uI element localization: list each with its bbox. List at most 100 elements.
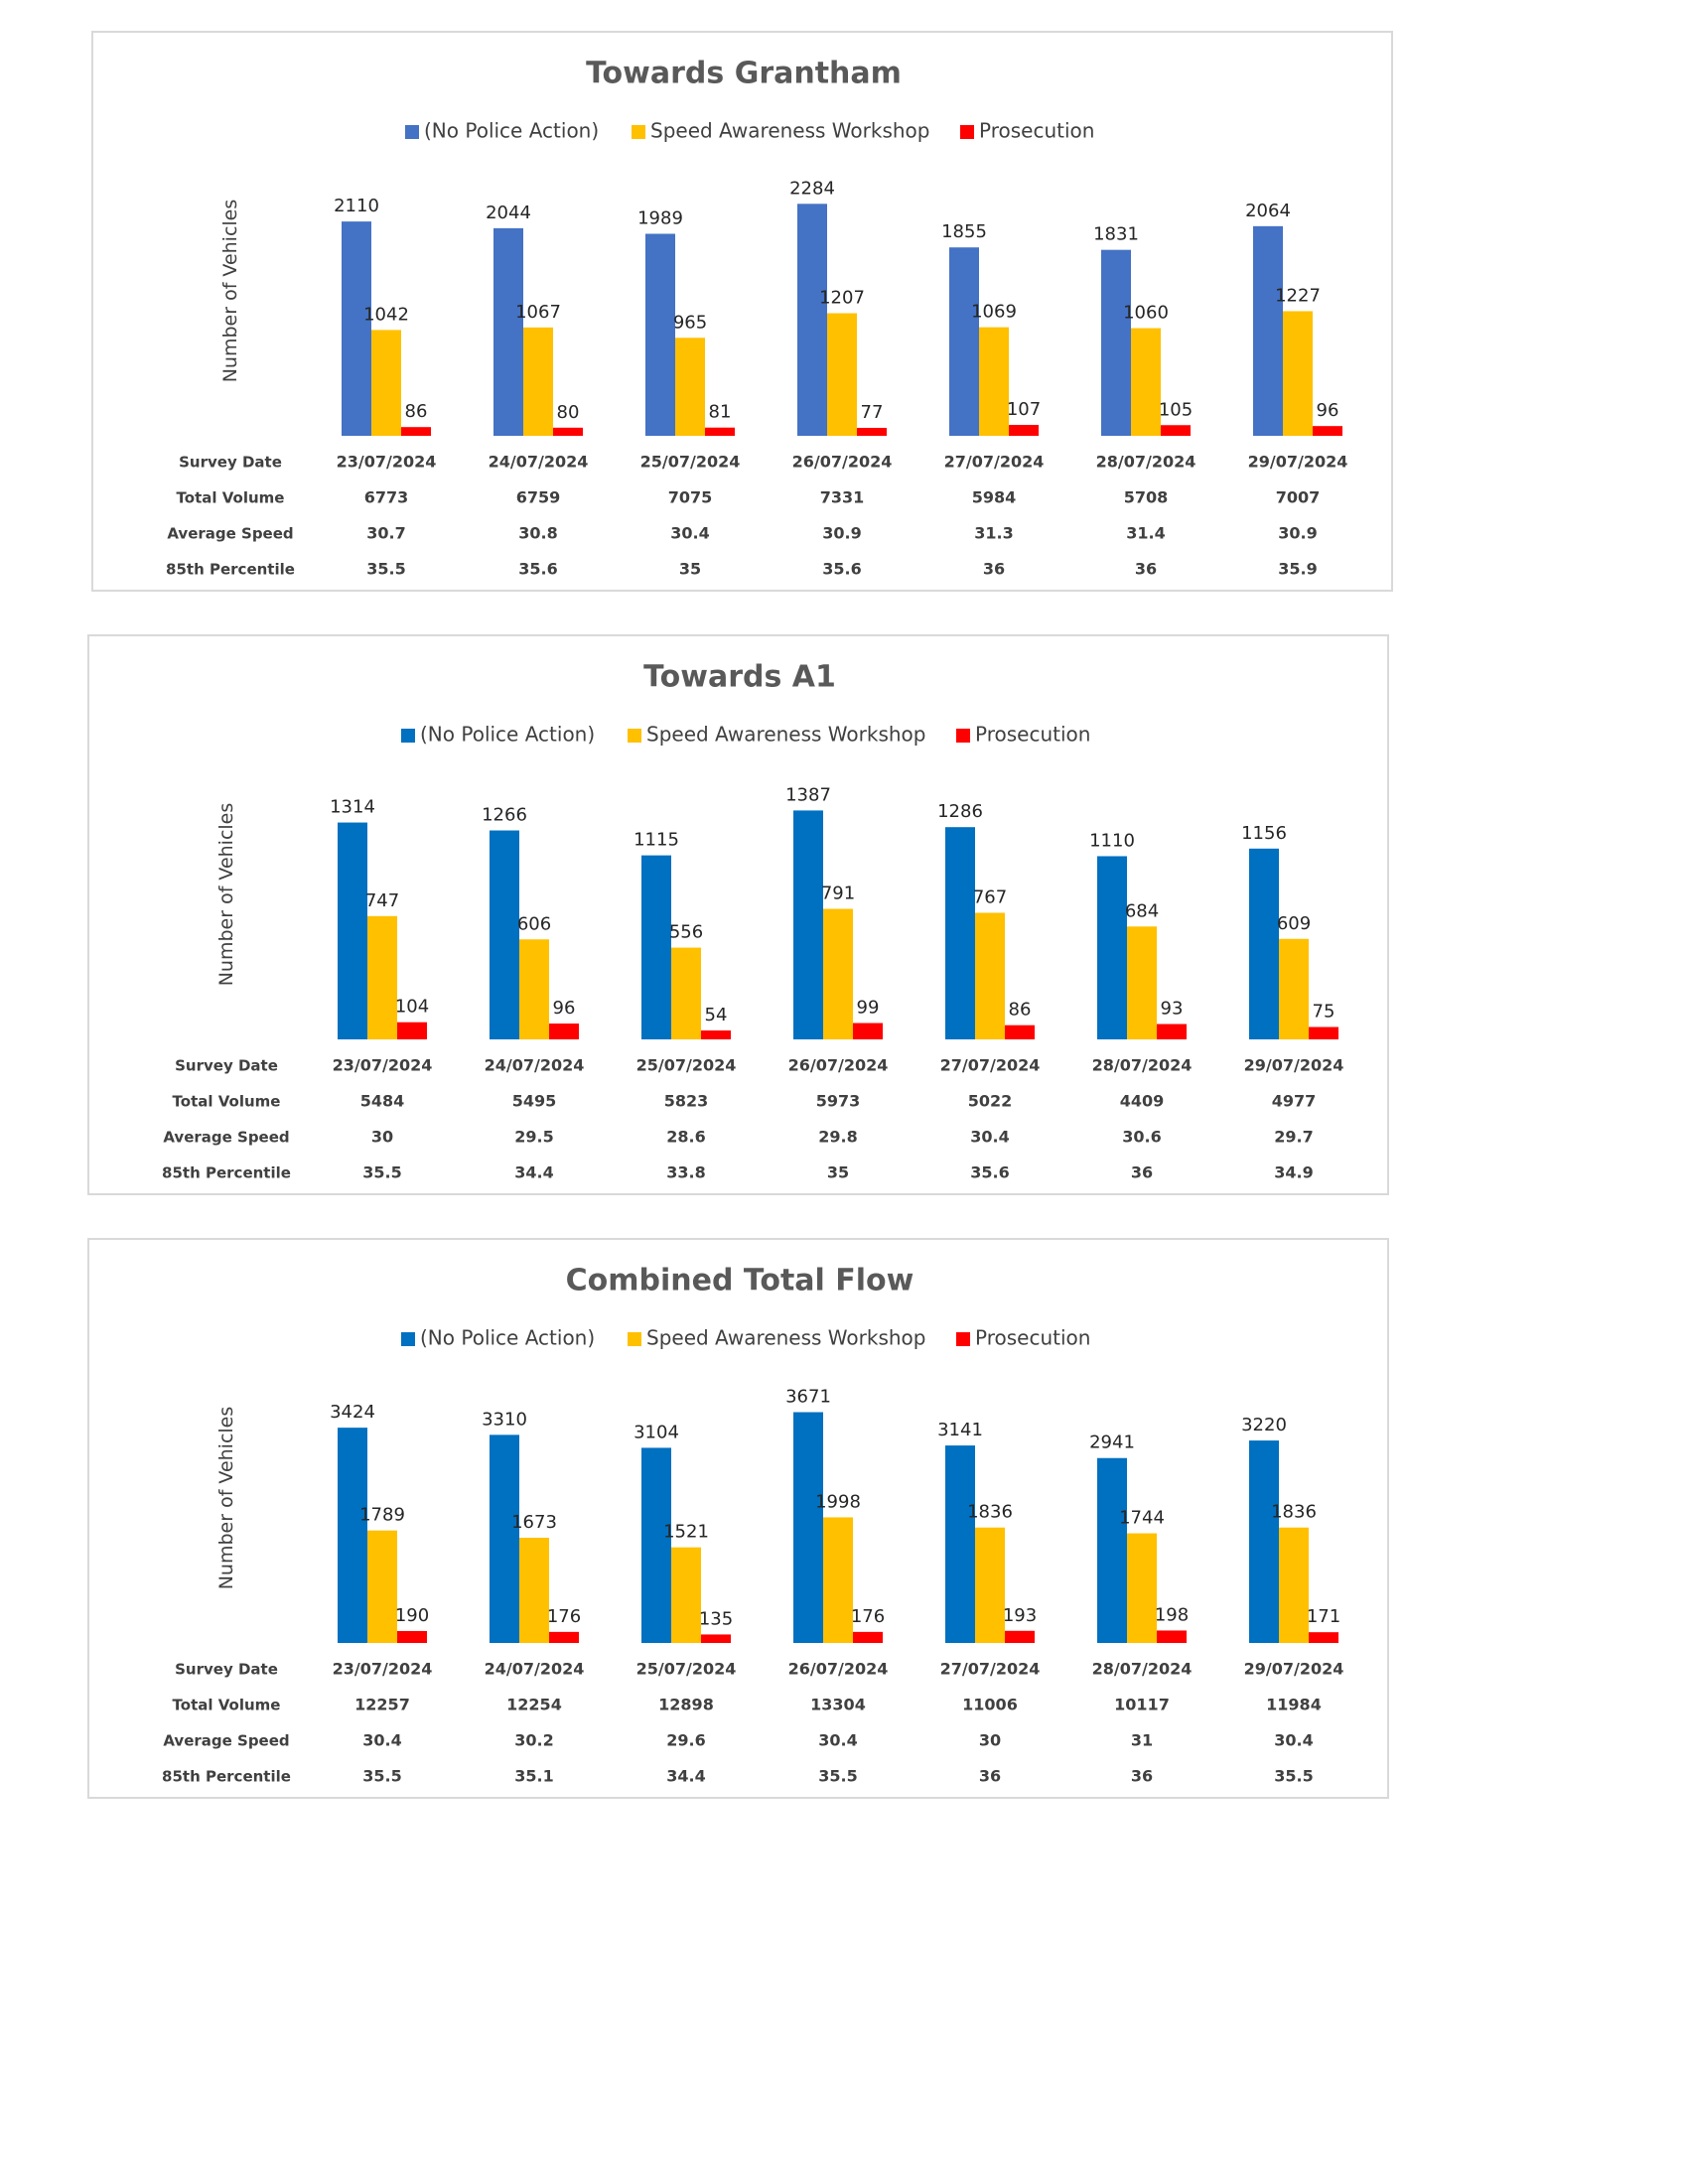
table-cell: 5973 (816, 1092, 861, 1111)
legend-swatch (628, 1332, 641, 1346)
bar (401, 427, 431, 436)
bar (797, 204, 827, 436)
bar (523, 327, 553, 436)
data-label: 1286 (937, 801, 983, 822)
data-label: 75 (1313, 1002, 1336, 1023)
data-label: 1855 (941, 221, 987, 242)
table-cell: 29.5 (514, 1128, 553, 1147)
bar (823, 1517, 853, 1643)
data-label: 747 (365, 890, 399, 911)
table-row-label: Total Volume (173, 1093, 281, 1111)
table-cell: 36 (1131, 1163, 1153, 1182)
table-cell: 35.5 (362, 1163, 401, 1182)
table-cell: 35.1 (514, 1767, 553, 1786)
table-cell: 12254 (506, 1696, 562, 1714)
bar (519, 939, 549, 1039)
table-cell: 30.4 (818, 1731, 857, 1750)
data-label: 1207 (819, 288, 865, 309)
table-cell: 25/07/2024 (640, 453, 741, 472)
table-cell: 33.8 (666, 1163, 705, 1182)
data-label: 104 (395, 997, 429, 1018)
table-cell: 5495 (512, 1092, 557, 1111)
table-cell: 5022 (968, 1092, 1013, 1111)
bar (490, 1434, 519, 1643)
table-cell: 29/07/2024 (1248, 453, 1348, 472)
table-cell: 4409 (1120, 1092, 1165, 1111)
data-label: 684 (1125, 900, 1159, 921)
table-cell: 35.5 (366, 560, 405, 579)
table-cell: 11006 (962, 1696, 1018, 1714)
data-label: 176 (851, 1606, 885, 1627)
table-cell: 29.6 (666, 1731, 705, 1750)
table-cell: 29/07/2024 (1244, 1660, 1344, 1679)
legend-swatch (401, 729, 415, 743)
data-label: 3424 (330, 1402, 375, 1423)
table-cell: 26/07/2024 (788, 1660, 889, 1679)
table-cell: 35 (827, 1163, 849, 1182)
bar (793, 810, 823, 1039)
bar (1157, 1630, 1187, 1643)
bar (549, 1631, 579, 1643)
table-row-label: Survey Date (175, 1057, 278, 1075)
bar (338, 1428, 367, 1643)
table-cell: 28.6 (666, 1128, 705, 1147)
data-label: 556 (669, 922, 703, 943)
bar (975, 1527, 1005, 1643)
data-label: 965 (673, 312, 707, 333)
bar (338, 822, 367, 1039)
table-cell: 24/07/2024 (489, 453, 589, 472)
table-row-label: Total Volume (177, 489, 285, 507)
bar (857, 428, 887, 436)
chart-title: Combined Total Flow (566, 1264, 914, 1298)
chart-combined: Combined Total Flow (No Police Action) Spe… (162, 1264, 1344, 1786)
data-label: 1521 (663, 1522, 709, 1543)
legend-label: Prosecution (975, 723, 1090, 747)
table-cell: 35.5 (818, 1767, 857, 1786)
data-label: 1998 (815, 1491, 861, 1512)
bar (1005, 1630, 1035, 1643)
table-cell: 30.4 (362, 1731, 401, 1750)
legend-swatch (960, 125, 974, 139)
table-cell: 34.4 (514, 1163, 553, 1182)
bar (1097, 1457, 1127, 1643)
legend-swatch (632, 125, 645, 139)
bar (342, 221, 371, 436)
data-label: 1060 (1123, 303, 1169, 324)
bar (975, 912, 1005, 1039)
table-cell: 6759 (516, 488, 561, 507)
table-cell: 25/07/2024 (636, 1056, 737, 1075)
table-cell: 36 (979, 1767, 1001, 1786)
bar (397, 1630, 427, 1643)
y-axis-label: Number of Vehicles (215, 803, 237, 987)
table-cell: 30.4 (670, 524, 709, 543)
data-label: 1067 (515, 302, 561, 323)
data-label: 80 (557, 402, 580, 423)
table-cell: 26/07/2024 (792, 453, 893, 472)
legend-label: Speed Awareness Workshop (650, 119, 929, 143)
data-label: 190 (395, 1605, 429, 1626)
table-cell: 23/07/2024 (337, 453, 437, 472)
bar (1313, 426, 1342, 436)
legend-swatch (956, 1332, 970, 1346)
table-cell: 5484 (360, 1092, 405, 1111)
bar (367, 915, 397, 1039)
bar (675, 338, 705, 436)
table-cell: 35.6 (970, 1163, 1009, 1182)
data-label: 1789 (359, 1505, 405, 1526)
chart-title: Towards A1 (643, 660, 836, 695)
table-cell: 23/07/2024 (333, 1056, 433, 1075)
bar (493, 227, 523, 436)
table-cell: 10117 (1114, 1696, 1170, 1714)
table-row-label: Survey Date (179, 454, 282, 472)
bar (945, 1445, 975, 1643)
data-label: 1042 (363, 304, 409, 325)
table-cell: 29/07/2024 (1244, 1056, 1344, 1075)
table-cell: 35.6 (518, 560, 557, 579)
table-cell: 28/07/2024 (1092, 1660, 1193, 1679)
table-cell: 26/07/2024 (788, 1056, 889, 1075)
bar (490, 830, 519, 1039)
legend-label: Speed Awareness Workshop (646, 723, 925, 747)
bar (641, 1447, 671, 1643)
bar (853, 1631, 883, 1643)
table-cell: 29.7 (1274, 1128, 1313, 1147)
